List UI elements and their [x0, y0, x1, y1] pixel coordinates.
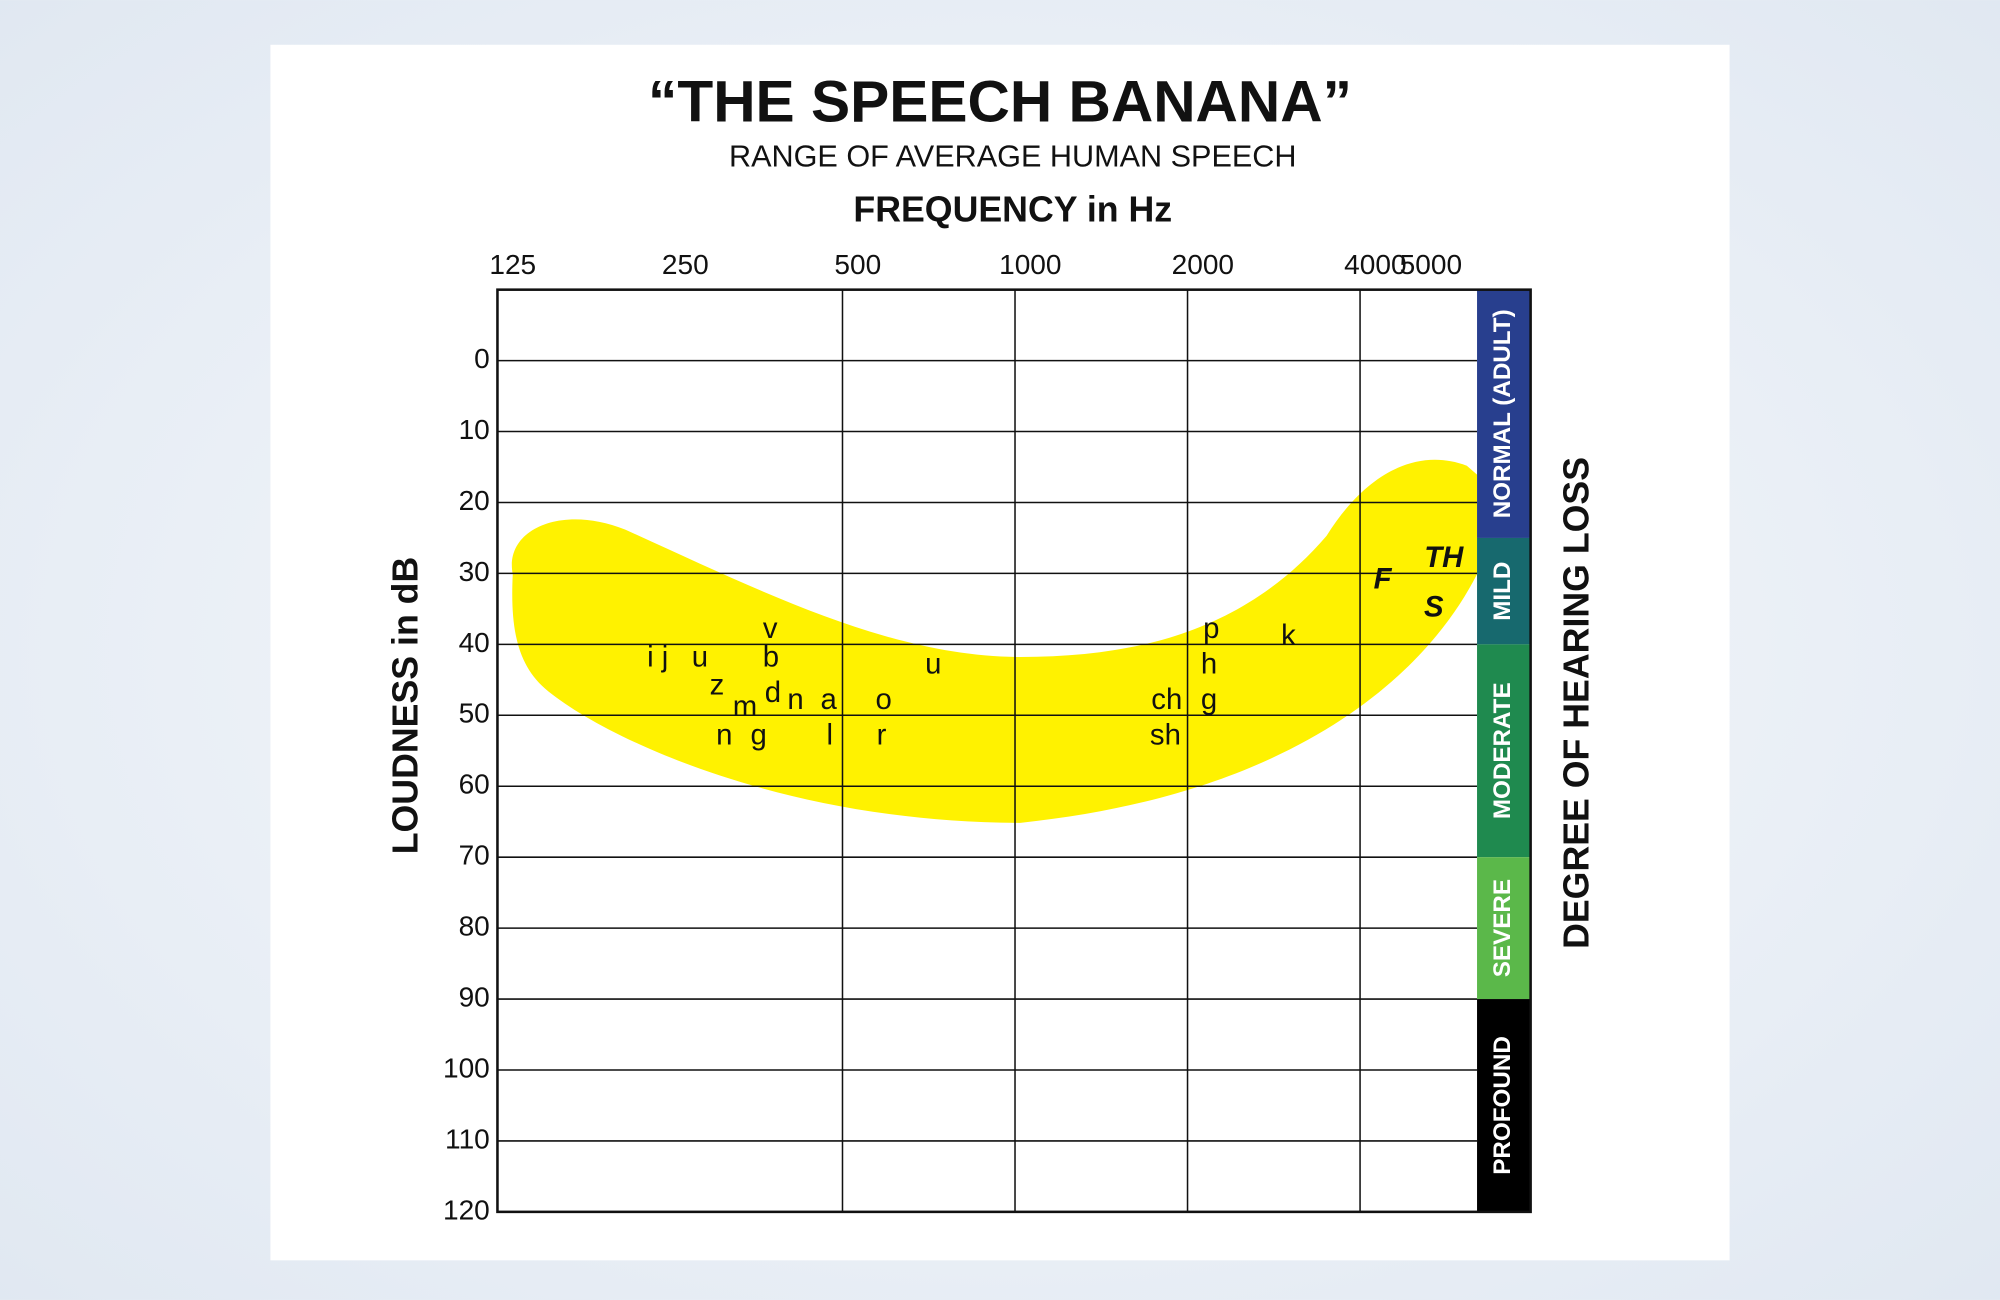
- hearing-loss-band: [1477, 537, 1531, 645]
- chart-subtitle: RANGE OF AVERAGE HUMAN SPEECH: [729, 139, 1297, 173]
- band-label: NORMAL (ADULT): [1489, 309, 1516, 518]
- chart-title: “THE SPEECH BANANA”: [648, 69, 1352, 134]
- y-tick-label: 120: [443, 1194, 490, 1225]
- hearing-loss-band: [1477, 289, 1531, 538]
- phoneme-label: v: [763, 612, 778, 645]
- phoneme-label: F: [1374, 562, 1393, 595]
- plot: 0 10 20 30 40 50 60 70 80 90 100 110 120 125 250 500 100…: [443, 249, 1532, 1225]
- phoneme-label: u: [692, 640, 708, 673]
- y-tick-label: 40: [459, 627, 490, 658]
- y-tick-label: 70: [459, 840, 490, 871]
- phoneme-label: sh: [1150, 718, 1181, 751]
- phoneme-label: n: [787, 683, 803, 716]
- x-tick-label: 4000: [1344, 249, 1406, 280]
- phoneme-label: n: [716, 718, 732, 751]
- y2-axis-label: DEGREE OF HEARING LOSS: [1557, 457, 1597, 949]
- y-tick-label: 90: [459, 981, 490, 1012]
- y-tick-label: 10: [459, 414, 490, 445]
- x-tick-label: 500: [834, 249, 881, 280]
- phoneme-label: z: [710, 669, 725, 702]
- y-tick-label: 110: [445, 1123, 490, 1154]
- phoneme-label: g: [1201, 683, 1217, 716]
- speech-banana: [511, 459, 1478, 823]
- y-axis-label: LOUDNESS in dB: [386, 557, 426, 855]
- band-label: MODERATE: [1489, 682, 1516, 819]
- phoneme-label: m: [733, 690, 757, 723]
- phoneme-label: d: [765, 676, 781, 709]
- phoneme-label: l: [826, 718, 833, 751]
- y-tick-label: 30: [459, 556, 490, 587]
- y-tick-label: 0: [474, 343, 490, 374]
- x-tick-label: 1000: [999, 249, 1061, 280]
- band-label: MILD: [1489, 562, 1516, 621]
- phoneme-label: ch: [1151, 683, 1182, 716]
- y-tick-label: 80: [459, 911, 490, 942]
- phoneme-label: h: [1201, 647, 1217, 680]
- phoneme-label: S: [1424, 591, 1444, 624]
- x-tick-label: 125: [489, 249, 536, 280]
- phoneme-label: o: [876, 683, 892, 716]
- y-tick-label: 50: [459, 698, 490, 729]
- hearing-loss-band: [1477, 857, 1531, 1000]
- phoneme-label: p: [1203, 612, 1219, 645]
- x-tick-label: 2000: [1172, 249, 1234, 280]
- hearing-loss-band: [1477, 644, 1531, 858]
- x-axis-label: FREQUENCY in Hz: [853, 189, 1172, 229]
- hearing-loss-band: [1477, 999, 1531, 1212]
- phoneme-label: b: [763, 640, 779, 673]
- band-label: PROFOUND: [1489, 1036, 1516, 1175]
- y-tick-label: 20: [459, 485, 490, 516]
- phoneme-label: g: [750, 718, 766, 751]
- phoneme-label: i j: [647, 640, 668, 673]
- phoneme-label: r: [877, 718, 887, 751]
- phoneme-label: a: [821, 683, 838, 716]
- y-tick-label: 60: [459, 769, 490, 800]
- x-tick-label: 5000: [1400, 249, 1462, 280]
- phoneme-label: k: [1281, 619, 1296, 652]
- y-tick-label: 100: [443, 1052, 490, 1083]
- plot-border: [496, 288, 1532, 1214]
- band-label: SEVERE: [1489, 879, 1516, 977]
- phoneme-label: u: [925, 647, 941, 680]
- x-tick-label: 250: [662, 249, 709, 280]
- phoneme-label: TH: [1424, 541, 1464, 574]
